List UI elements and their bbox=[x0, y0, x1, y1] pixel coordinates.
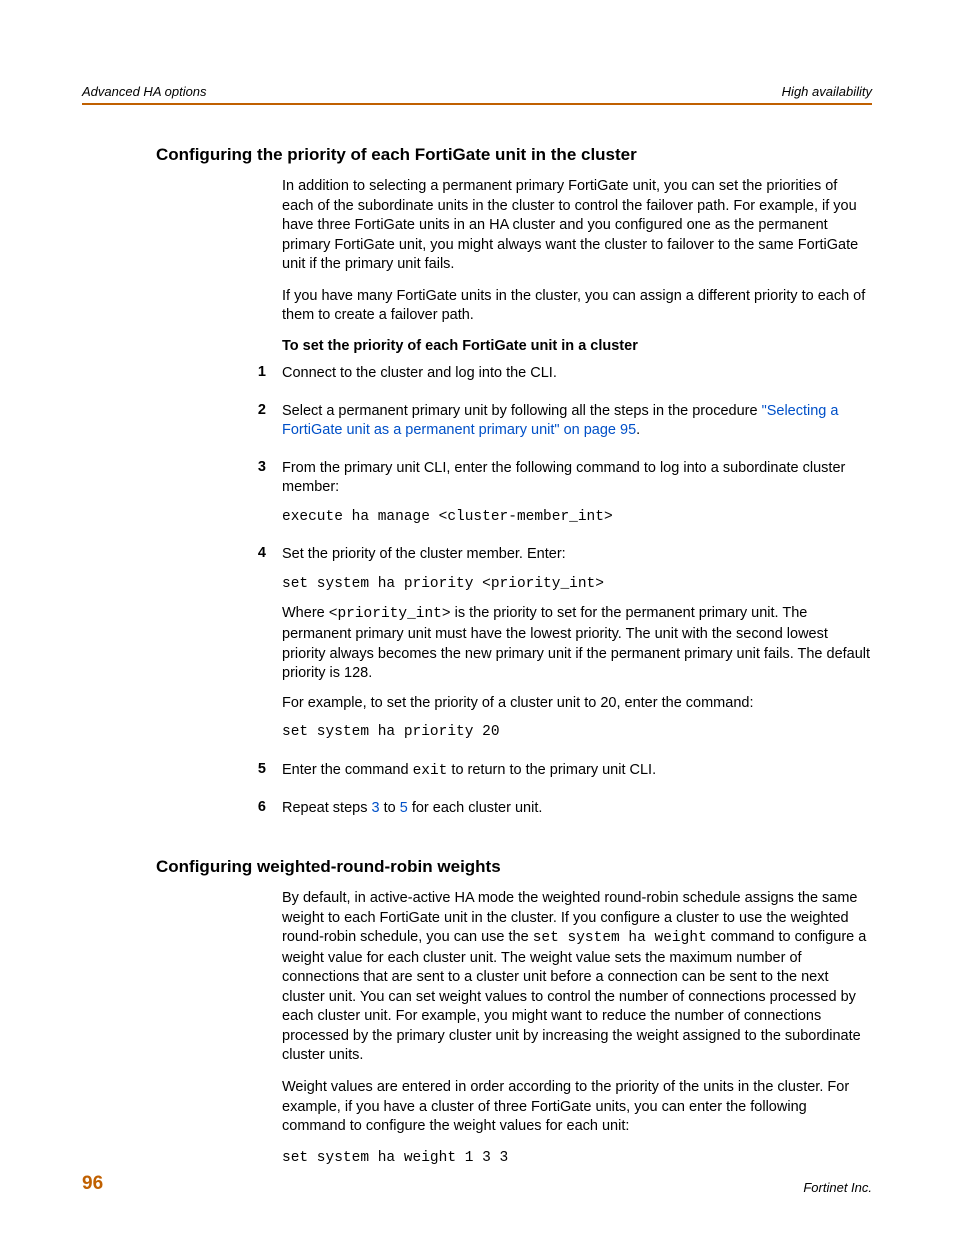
step-4-para: Where <priority_int> is the priority to … bbox=[282, 604, 872, 683]
step-4-para-code: <priority_int> bbox=[329, 606, 451, 622]
step-1-text: Connect to the cluster and log into the … bbox=[282, 364, 872, 384]
step-4-num: 4 bbox=[244, 545, 282, 561]
step-2-text-b: . bbox=[636, 422, 640, 438]
step-2-num: 2 bbox=[244, 402, 282, 418]
page-number: 96 bbox=[82, 1173, 103, 1195]
procedure-title: To set the priority of each FortiGate un… bbox=[282, 338, 872, 354]
step-6: 6 Repeat steps 3 to 5 for each cluster u… bbox=[82, 799, 872, 829]
step-6-num: 6 bbox=[244, 799, 282, 815]
step-6-body: Repeat steps 3 to 5 for each cluster uni… bbox=[282, 799, 872, 829]
header-rule bbox=[82, 103, 872, 105]
step-2-text-a: Select a permanent primary unit by follo… bbox=[282, 403, 762, 419]
section2-p1-b: command to configure a weight value for … bbox=[282, 929, 866, 1063]
step-4-text: Set the priority of the cluster member. … bbox=[282, 545, 872, 565]
header-right: High availability bbox=[782, 84, 872, 99]
step-3: 3 From the primary unit CLI, enter the f… bbox=[82, 459, 872, 538]
section2-p1-code: set system ha weight bbox=[533, 930, 707, 946]
section1-p1: In addition to selecting a permanent pri… bbox=[282, 177, 872, 275]
section1-p2: If you have many FortiGate units in the … bbox=[282, 287, 872, 326]
step-4-body: Set the priority of the cluster member. … bbox=[282, 545, 872, 753]
step-6-text-a: Repeat steps bbox=[282, 800, 371, 816]
step-3-body: From the primary unit CLI, enter the fol… bbox=[282, 459, 872, 538]
step-6-link1[interactable]: 3 bbox=[371, 800, 379, 816]
step-4-para2: For example, to set the priority of a cl… bbox=[282, 694, 872, 714]
step-5-text-b: to return to the primary unit CLI. bbox=[447, 762, 656, 778]
step-2-text: Select a permanent primary unit by follo… bbox=[282, 402, 872, 441]
step-5-text-a: Enter the command bbox=[282, 762, 413, 778]
step-5-text: Enter the command exit to return to the … bbox=[282, 761, 872, 782]
step-3-text: From the primary unit CLI, enter the fol… bbox=[282, 459, 872, 498]
step-2-body: Select a permanent primary unit by follo… bbox=[282, 402, 872, 451]
section2-p1: By default, in active-active HA mode the… bbox=[282, 889, 872, 1066]
step-5-num: 5 bbox=[244, 761, 282, 777]
step-5-body: Enter the command exit to return to the … bbox=[282, 761, 872, 792]
running-header: Advanced HA options High availability bbox=[82, 84, 872, 99]
step-5: 5 Enter the command exit to return to th… bbox=[82, 761, 872, 792]
section2-heading: Configuring weighted-round-robin weights bbox=[156, 857, 872, 877]
step-3-code: execute ha manage <cluster-member_int> bbox=[282, 508, 872, 528]
step-6-link2[interactable]: 5 bbox=[400, 800, 408, 816]
footer: 96 Fortinet Inc. bbox=[82, 1173, 872, 1195]
section1-body: In addition to selecting a permanent pri… bbox=[282, 177, 872, 354]
step-1: 1 Connect to the cluster and log into th… bbox=[82, 364, 872, 394]
step-3-num: 3 bbox=[244, 459, 282, 475]
section2-code: set system ha weight 1 3 3 bbox=[282, 1149, 872, 1169]
step-6-text-b: to bbox=[380, 800, 400, 816]
step-2: 2 Select a permanent primary unit by fol… bbox=[82, 402, 872, 451]
section2-body: By default, in active-active HA mode the… bbox=[282, 889, 872, 1168]
step-5-code: exit bbox=[413, 763, 448, 779]
footer-brand: Fortinet Inc. bbox=[803, 1180, 872, 1195]
step-1-body: Connect to the cluster and log into the … bbox=[282, 364, 872, 394]
page: Advanced HA options High availability Co… bbox=[0, 0, 954, 1235]
step-4-code2: set system ha priority 20 bbox=[282, 723, 872, 743]
step-4-code1: set system ha priority <priority_int> bbox=[282, 575, 872, 595]
section1-heading: Configuring the priority of each FortiGa… bbox=[156, 145, 872, 165]
step-6-text: Repeat steps 3 to 5 for each cluster uni… bbox=[282, 799, 872, 819]
step-6-text-c: for each cluster unit. bbox=[408, 800, 543, 816]
step-1-num: 1 bbox=[244, 364, 282, 380]
step-4: 4 Set the priority of the cluster member… bbox=[82, 545, 872, 753]
step-4-para-a: Where bbox=[282, 605, 329, 621]
header-left: Advanced HA options bbox=[82, 84, 207, 99]
section2-p2: Weight values are entered in order accor… bbox=[282, 1078, 872, 1137]
